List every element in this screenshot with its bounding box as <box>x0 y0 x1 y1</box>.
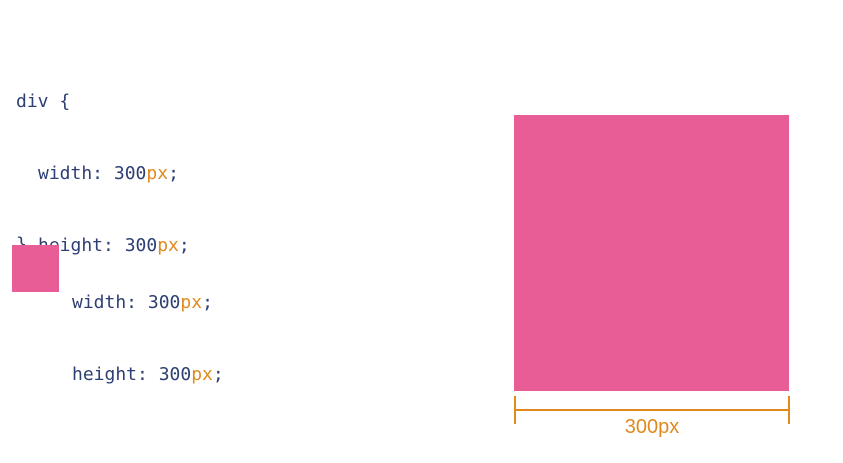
height-value: 300 <box>124 235 158 256</box>
legend-height-terminator: ; <box>212 364 224 385</box>
close-brace-text: } <box>16 233 38 257</box>
dimension-label: 300px <box>624 416 680 438</box>
legend-swatch <box>12 245 59 292</box>
width-property: width: <box>38 163 114 184</box>
width-terminator: ; <box>168 163 179 184</box>
width-dimension-marker <box>514 396 790 426</box>
dimension-line <box>514 409 790 411</box>
rendered-div-box <box>514 115 789 391</box>
legend-height-unit: px <box>191 364 213 385</box>
dimension-right-tick <box>788 396 790 424</box>
open-brace: { <box>59 91 71 112</box>
height-unit: px <box>157 235 179 256</box>
legend-height-line: height: 300px; <box>72 363 224 387</box>
css-selector-line: div { <box>16 90 190 114</box>
css-width-line: width: 300px; <box>16 162 190 186</box>
legend-height-value: 300 <box>158 364 192 385</box>
css-selector: div <box>16 91 49 112</box>
legend-width-terminator: ; <box>202 292 213 313</box>
legend-width-value: 300 <box>147 292 181 313</box>
legend-width-property: width: <box>72 292 148 313</box>
legend-code: width: 300px; height: 300px; <box>72 243 224 411</box>
close-brace: } <box>16 185 38 281</box>
width-value: 300 <box>113 163 147 184</box>
legend-width-unit: px <box>180 292 203 313</box>
width-unit: px <box>146 163 169 184</box>
legend-width-line: width: 300px; <box>72 291 224 315</box>
legend-height-property: height: <box>72 364 159 385</box>
height-terminator: ; <box>178 235 190 256</box>
